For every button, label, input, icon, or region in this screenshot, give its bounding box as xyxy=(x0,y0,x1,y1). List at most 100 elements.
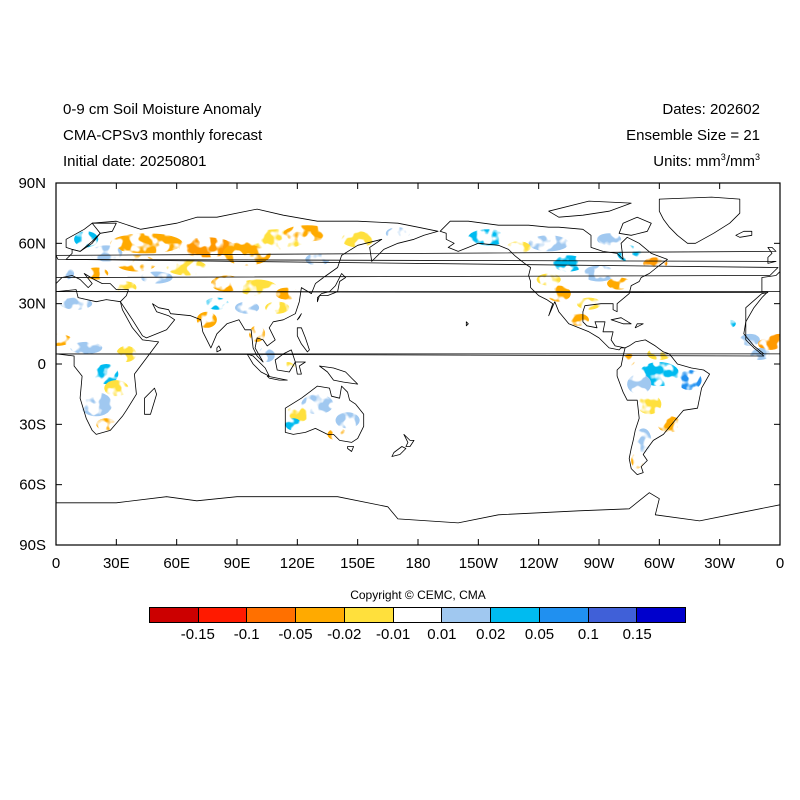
anomaly-patch xyxy=(546,285,571,302)
anomaly-patch xyxy=(94,364,119,385)
anomaly-patch xyxy=(96,418,117,431)
lat-tick-label: 0 xyxy=(38,356,46,373)
anomaly-patch xyxy=(617,245,642,262)
coastline-hisp xyxy=(634,323,644,329)
lon-tick-label: 120W xyxy=(519,555,559,572)
coastline-baffin xyxy=(618,216,652,236)
coastline-iceland xyxy=(735,230,753,238)
anomaly-patch xyxy=(596,233,622,246)
colorbar-swatch xyxy=(247,608,297,622)
coastline-nz_s xyxy=(391,446,407,457)
anomaly-patch xyxy=(279,361,296,375)
anomaly-patch xyxy=(385,227,410,240)
coastline-britain xyxy=(56,247,777,264)
anomaly-patch xyxy=(178,237,235,258)
colorbar-swatch xyxy=(150,608,199,622)
colorbar-swatch xyxy=(637,608,686,622)
anomaly-patch xyxy=(767,333,780,346)
anomaly-patch xyxy=(643,257,668,270)
anomaly-patch xyxy=(623,353,636,367)
colorbar-label: -0.05 xyxy=(278,626,313,643)
lon-tick-label: 150W xyxy=(459,555,499,572)
colorbar-swatch xyxy=(198,608,248,622)
lon-tick-label: 120E xyxy=(280,555,315,572)
anomaly-patch xyxy=(249,325,266,342)
anomaly-patch xyxy=(635,428,652,453)
colorbar-label: 0.01 xyxy=(427,626,457,643)
title-initial-date: Initial date: 20250801 xyxy=(63,153,207,170)
colorbar-label: 0.02 xyxy=(476,626,506,643)
coastline-antarctica xyxy=(56,492,780,545)
anomaly-patch xyxy=(283,225,332,242)
anomaly-patch xyxy=(657,416,682,433)
colorbar-label: -0.15 xyxy=(180,626,215,643)
anomaly-patch xyxy=(723,319,736,328)
colorbar-swatch xyxy=(442,608,492,622)
anomaly-patch xyxy=(301,394,334,415)
anomaly-patch xyxy=(568,313,589,326)
anomaly-patch xyxy=(110,233,183,254)
lon-tick-label: 0 xyxy=(776,555,784,572)
anomaly-patch xyxy=(677,370,702,391)
anomaly-patch xyxy=(56,333,73,346)
forecast-dates: Dates: 202602 xyxy=(662,101,760,118)
axis-ticks xyxy=(55,182,781,546)
colorbar-label: 0.05 xyxy=(524,626,555,643)
anomaly-patch xyxy=(116,255,157,272)
coastline-sri xyxy=(216,345,222,353)
lon-tick-label: 30W xyxy=(704,555,736,572)
coastlines xyxy=(56,196,780,545)
lat-tick-label: 90N xyxy=(18,175,46,192)
lon-tick-label: 150E xyxy=(340,555,375,572)
anomaly-patch xyxy=(576,297,602,310)
colorbar-swatch xyxy=(588,608,638,622)
anomaly-patch xyxy=(275,287,300,300)
lat-tick-label: 30N xyxy=(18,296,46,313)
anomaly-patch xyxy=(536,273,561,286)
colorbar-swatch xyxy=(539,608,589,622)
anomaly-patch xyxy=(582,265,616,282)
anomaly-patch xyxy=(335,412,360,429)
anomaly-patch xyxy=(237,279,278,296)
anomaly-patch xyxy=(80,392,113,417)
anomaly-patch xyxy=(116,281,137,294)
anomaly-patch xyxy=(90,245,123,262)
anomaly-patch xyxy=(104,380,129,397)
anomaly-patch xyxy=(627,374,652,395)
colorbar-label: 0.15 xyxy=(622,626,652,643)
lon-tick-label: 60W xyxy=(644,555,676,572)
colorbar-label: 0.1 xyxy=(577,626,599,643)
title-model: CMA-CPSv3 monthly forecast xyxy=(63,127,263,144)
colorbar-labels: -0.15 -0.1 -0.05 -0.02 -0.01 0.01 0.02 0.05 0.1 0… xyxy=(149,626,686,646)
coastline-hawaii xyxy=(465,321,469,327)
lat-tick-label: 90S xyxy=(19,537,46,554)
lon-tick-label: 90E xyxy=(224,555,251,572)
anomaly-patch xyxy=(222,241,272,266)
coastline-japan xyxy=(317,273,346,303)
coastline-samerica xyxy=(616,339,710,475)
colorbar-swatch xyxy=(344,608,394,622)
units-label: Units: mm3/mm3 xyxy=(653,152,760,171)
lon-tick-label: 90W xyxy=(584,555,616,572)
lon-tick-label: 30E xyxy=(103,555,130,572)
anomaly-patch xyxy=(468,229,509,246)
anomaly-patch xyxy=(70,341,103,354)
lat-tick-label: 30S xyxy=(19,416,46,433)
colorbar-label: -0.01 xyxy=(375,626,411,643)
colorbar-label: -0.02 xyxy=(327,626,362,643)
anomaly-patch xyxy=(204,297,229,310)
coastline-sulawesi xyxy=(294,361,306,375)
coastline-africa_w xyxy=(56,291,769,357)
anomaly-patch xyxy=(58,267,75,280)
coastline-greenland xyxy=(658,196,741,244)
coastline-namerica xyxy=(439,220,668,351)
coastline-eurasia xyxy=(56,208,779,363)
colorbar-swatch xyxy=(296,608,345,622)
coastline-tasmania xyxy=(347,446,354,452)
anomaly-patch xyxy=(552,255,585,272)
anomaly-patch xyxy=(84,267,109,280)
ensemble-size: Ensemble Size = 21 xyxy=(626,127,760,144)
copyright-note: Copyright © CEMC, CMA xyxy=(350,588,486,602)
coastline-canarch xyxy=(548,200,632,218)
